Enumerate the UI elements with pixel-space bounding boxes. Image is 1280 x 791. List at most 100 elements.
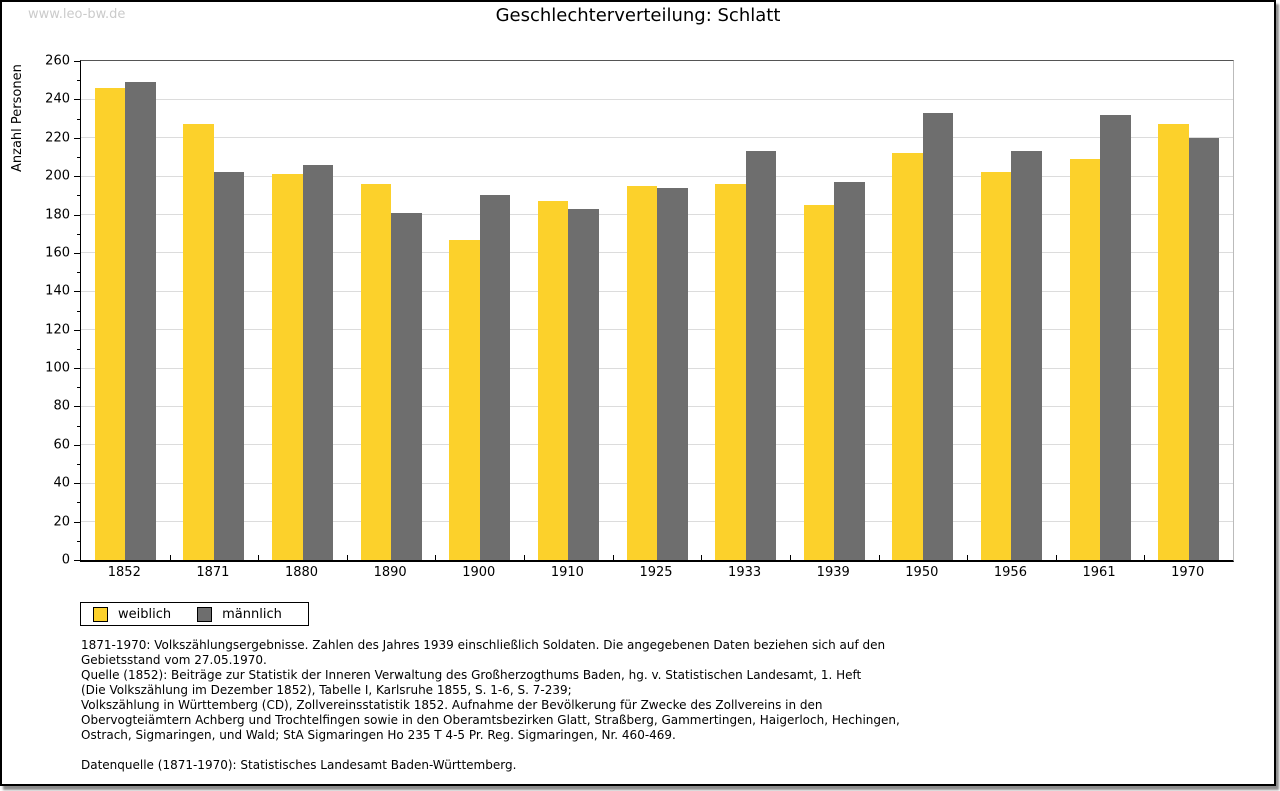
y-tick-250 bbox=[77, 80, 81, 82]
x-tick-label-1880: 1880 bbox=[284, 565, 319, 580]
x-tick-2 bbox=[258, 555, 260, 560]
bar-männlich-1925 bbox=[657, 187, 688, 560]
y-tick-120 bbox=[74, 329, 81, 331]
gridline-220 bbox=[81, 137, 1233, 139]
x-tick-label-1939: 1939 bbox=[816, 565, 850, 580]
y-tick-180 bbox=[74, 214, 81, 216]
x-tick-label-1910: 1910 bbox=[550, 565, 584, 580]
y-tick-label-140: 140 bbox=[45, 283, 70, 299]
bar-weiblich-1925 bbox=[626, 185, 657, 560]
x-tick-5 bbox=[524, 555, 526, 560]
x-tick-label-1950: 1950 bbox=[905, 565, 939, 580]
bar-männlich-1970 bbox=[1188, 137, 1220, 560]
x-tick-3 bbox=[346, 555, 348, 560]
maennlich-swatch-icon bbox=[197, 606, 213, 622]
bar-männlich-1950 bbox=[922, 112, 954, 560]
x-tick-label-1900: 1900 bbox=[462, 565, 496, 580]
y-tick-190 bbox=[77, 195, 81, 197]
y-tick-label-260: 260 bbox=[45, 53, 70, 69]
x-tick-label-1871: 1871 bbox=[196, 565, 230, 580]
x-tick-label-1925: 1925 bbox=[639, 565, 673, 580]
bar-männlich-1910 bbox=[568, 208, 599, 560]
x-tick-10 bbox=[967, 555, 969, 560]
source-note-line-7: Ostrach, Sigmaringen, und Wald; StA Sigm… bbox=[81, 728, 676, 742]
legend-label-weiblich: weiblich bbox=[118, 606, 172, 622]
y-tick-260 bbox=[74, 61, 81, 62]
y-tick-label-0: 0 bbox=[61, 552, 70, 568]
x-tick-12 bbox=[1144, 555, 1146, 560]
y-tick-label-80: 80 bbox=[53, 398, 70, 414]
gridline-240 bbox=[81, 98, 1233, 100]
bar-männlich-1956 bbox=[1011, 151, 1042, 560]
y-tick-20 bbox=[74, 521, 81, 523]
watermark-leo-bw: www.leo-bw.de bbox=[28, 7, 126, 22]
source-note-line-6: Obervogteiämtern Achberg und Trochtelfin… bbox=[81, 713, 900, 727]
y-tick-100 bbox=[74, 368, 81, 370]
bar-männlich-1871 bbox=[213, 172, 245, 560]
y-tick-210 bbox=[77, 156, 81, 158]
source-note-line-5: Volkszählung in Württemberg (CD), Zollve… bbox=[81, 698, 823, 712]
y-tick-170 bbox=[77, 233, 81, 235]
plot-area: 0 20 40 60 80 100 120 140 160 180 200 220 240 260 bbox=[45, 54, 1234, 568]
bar-männlich-1880 bbox=[302, 164, 334, 560]
bar-weiblich-1900 bbox=[449, 239, 480, 560]
x-tick-label-1970: 1970 bbox=[1171, 565, 1205, 580]
bar-männlich-1852 bbox=[125, 82, 156, 560]
y-tick-50 bbox=[77, 464, 81, 466]
y-tick-130 bbox=[77, 310, 81, 312]
y-tick-label-40: 40 bbox=[53, 475, 70, 491]
bar-weiblich-1950 bbox=[892, 153, 923, 560]
chart-title: Geschlechterverteilung: Schlatt bbox=[495, 5, 781, 26]
x-tick-4 bbox=[435, 555, 437, 560]
y-tick-label-240: 240 bbox=[45, 91, 70, 107]
bar-männlich-1900 bbox=[479, 195, 511, 560]
y-tick-160 bbox=[74, 252, 81, 254]
y-tick-220 bbox=[74, 137, 81, 139]
bar-weiblich-1852 bbox=[94, 87, 126, 560]
x-tick-8 bbox=[789, 555, 791, 560]
bar-männlich-1961 bbox=[1100, 114, 1131, 560]
bar-männlich-1933 bbox=[745, 151, 777, 560]
y-tick-240 bbox=[74, 99, 81, 101]
y-tick-label-200: 200 bbox=[45, 168, 70, 184]
x-tick-11 bbox=[1055, 555, 1057, 560]
y-tick-150 bbox=[77, 272, 81, 274]
weiblich-swatch-icon bbox=[93, 606, 108, 622]
y-axis-title: Anzahl Personen bbox=[10, 64, 25, 172]
bar-männlich-1890 bbox=[391, 212, 422, 560]
x-tick-label-1852: 1852 bbox=[107, 565, 141, 580]
bar-weiblich-1970 bbox=[1158, 124, 1189, 560]
source-note-line-2: Gebietsstand vom 27.05.1970. bbox=[81, 653, 267, 667]
y-tick-230 bbox=[77, 118, 81, 120]
y-tick-label-180: 180 bbox=[45, 207, 70, 223]
footer-spacer bbox=[81, 743, 1211, 758]
x-tick-1 bbox=[169, 555, 171, 560]
bar-männlich-1939 bbox=[834, 181, 865, 560]
footer-notes: 1871-1970: Volkszählungsergebnisse. Zahl… bbox=[81, 638, 1211, 773]
y-tick-110 bbox=[77, 348, 81, 350]
x-tick-6 bbox=[612, 555, 614, 560]
y-tick-70 bbox=[77, 425, 81, 427]
x-tick-9 bbox=[878, 555, 880, 560]
x-tick-label-1961: 1961 bbox=[1082, 565, 1116, 580]
source-note-line-1: 1871-1970: Volkszählungsergebnisse. Zahl… bbox=[81, 638, 886, 652]
bar-weiblich-1880 bbox=[272, 174, 303, 560]
y-tick-10 bbox=[77, 540, 81, 542]
bar-weiblich-1933 bbox=[715, 183, 746, 560]
y-tick-label-220: 220 bbox=[45, 130, 70, 146]
y-tick-label-100: 100 bbox=[45, 360, 70, 376]
y-tick-label-160: 160 bbox=[45, 245, 70, 261]
y-tick-80 bbox=[74, 406, 81, 408]
y-tick-200 bbox=[74, 176, 81, 178]
y-tick-30 bbox=[77, 502, 81, 504]
source-note-line-4: (Die Volkszählung im Dezember 1852), Tab… bbox=[81, 683, 572, 697]
bar-weiblich-1956 bbox=[980, 172, 1012, 560]
source-note-line-3: Quelle (1852): Beiträge zur Statistik de… bbox=[81, 668, 862, 682]
x-tick-label-1890: 1890 bbox=[373, 565, 407, 580]
legend-label-maennlich: männlich bbox=[222, 606, 282, 622]
y-tick-90 bbox=[77, 387, 81, 389]
y-tick-140 bbox=[74, 291, 81, 293]
x-tick-label-1933: 1933 bbox=[728, 565, 762, 580]
y-tick-label-20: 20 bbox=[53, 514, 70, 530]
